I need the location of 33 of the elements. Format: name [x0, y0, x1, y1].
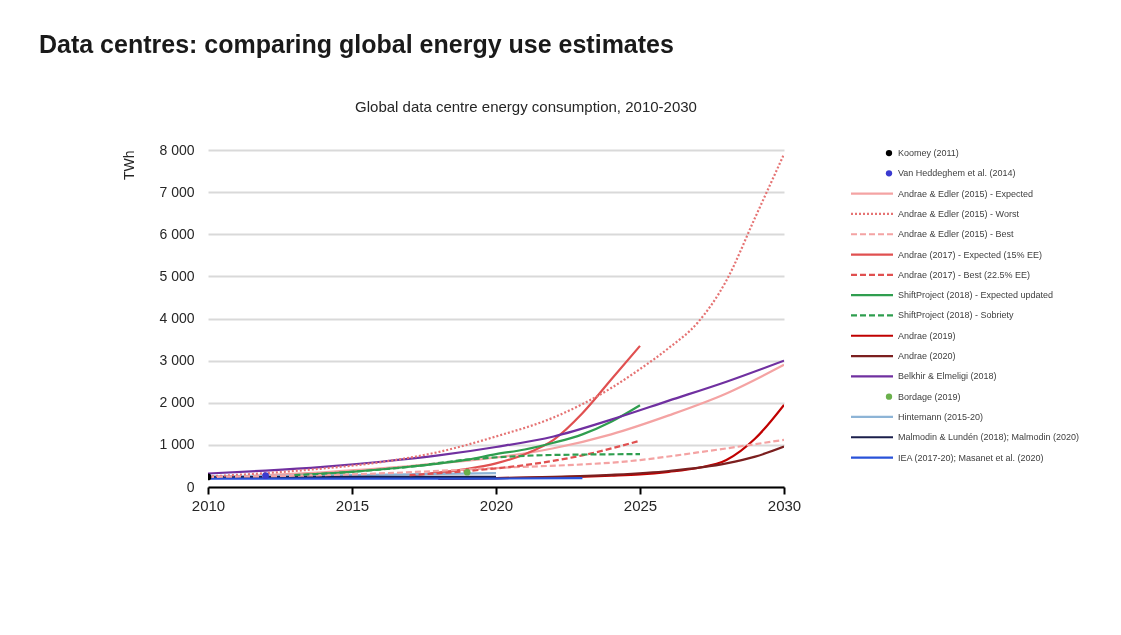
x-tick-label: 2010: [191, 496, 226, 514]
legend-label: Andrae & Edler (2015) - Expected: [898, 188, 1034, 199]
legend-label: Belkhir & Elmeligi (2018): [898, 371, 997, 382]
y-tick-label: 7 000: [159, 183, 195, 200]
legend-label: Bordage (2019): [898, 391, 961, 402]
x-tick-label: 2030: [767, 496, 802, 514]
chart-subtitle: Global data centre energy consumption, 2010-2030: [355, 98, 697, 115]
x-tick-label: 2015: [335, 496, 370, 514]
chart-title: Data centres: comparing global energy use estimates: [38, 30, 674, 58]
y-tick-label: 3 000: [159, 352, 195, 369]
y-axis-title: TWh: [121, 150, 138, 181]
x-tick-label: 2020: [479, 496, 514, 514]
legend-label: Andrae (2019): [898, 330, 956, 341]
y-tick-label: 5 000: [159, 267, 195, 284]
y-tick-label: 8 000: [159, 141, 195, 158]
legend-label: Koomey (2011): [898, 148, 959, 159]
legend-label: ShiftProject (2018) - Expected updated: [898, 290, 1054, 301]
y-tick-label: 1 000: [159, 436, 195, 453]
y-tick-label: 6 000: [159, 225, 195, 242]
y-tick-label: 0: [186, 478, 195, 495]
legend-label: Andrae (2020): [898, 351, 956, 362]
x-tick-label: 2025: [623, 496, 658, 514]
y-tick-label: 4 000: [159, 310, 195, 326]
legend-label: Andrae & Edler (2015) - Best: [898, 229, 1015, 240]
legend-label: Andrae & Edler (2015) - Worst: [898, 208, 1020, 219]
legend-label: IEA (2017-20); Masanet et al. (2020): [898, 452, 1044, 463]
legend-label: ShiftProject (2018) - Sobriety: [898, 310, 1015, 321]
legend-label: Andrae (2017) - Expected (15% EE): [898, 249, 1043, 260]
y-tick-label: 2 000: [159, 394, 195, 411]
legend-label: Malmodin & Lundén (2018); Malmodin (2020): [898, 432, 1080, 443]
legend-label: Hintemann (2015-20): [898, 411, 984, 422]
legend-label: Andrae (2017) - Best (22.5% EE): [898, 269, 1031, 280]
legend-label: Van Heddeghem et al. (2014): [898, 168, 1016, 179]
